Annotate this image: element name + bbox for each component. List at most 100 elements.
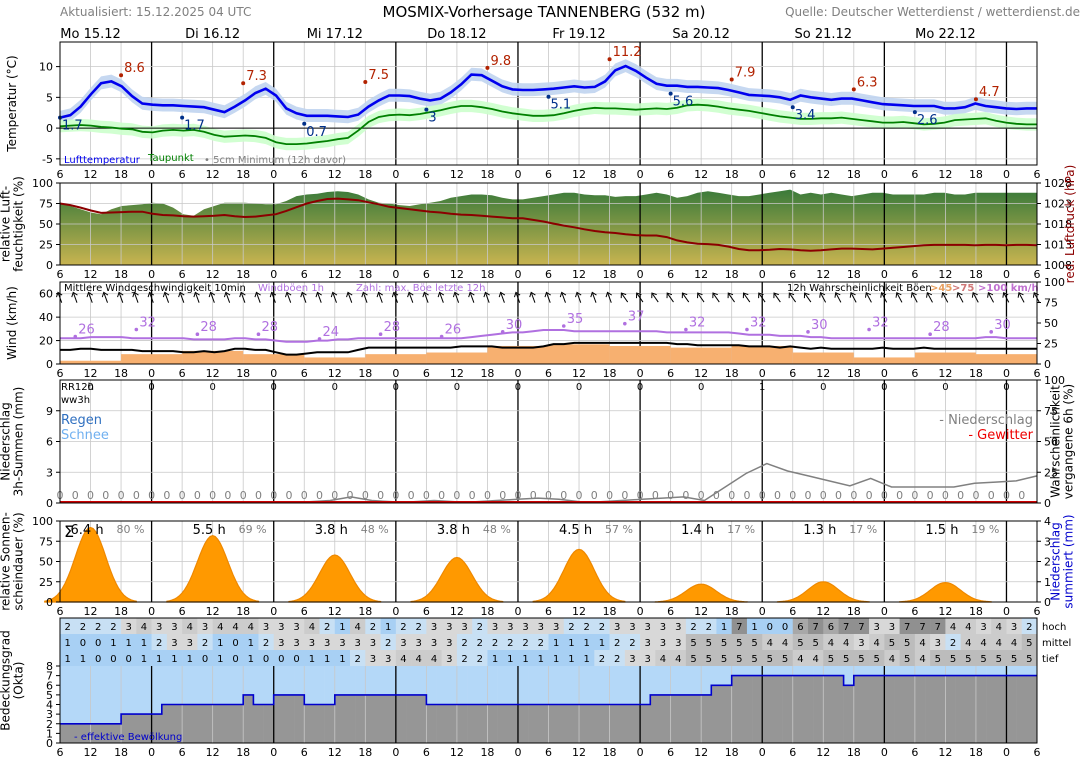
cloud-value: 1 [156, 654, 162, 665]
cloud-cell [380, 618, 397, 634]
arrow-head [483, 291, 490, 298]
y2-tick-label: 25 [1044, 466, 1058, 479]
y-tick-label: 0 [46, 497, 53, 510]
clear-sky-block [568, 666, 580, 705]
hour-tick-label: 0 [637, 746, 644, 759]
clear-sky-block [731, 666, 743, 676]
wind-direction-arrow [666, 292, 674, 303]
effective-cloud-line [60, 674, 1037, 725]
hour-tick-label: 0 [270, 168, 277, 181]
updated-timestamp: Aktualisiert: 15.12.2025 04 UTC [60, 5, 252, 19]
cloud-value: 4 [996, 638, 1002, 649]
cloud-row-label: mittel [1042, 638, 1071, 649]
hour-tick-label: 0 [270, 746, 277, 759]
cloud-value: 3 [446, 654, 452, 665]
max-gust-marker [378, 332, 383, 337]
cloud-cell [548, 634, 565, 650]
arrow-shaft [393, 293, 399, 303]
max-temp-label: 7.3 [246, 69, 267, 84]
cloud-block [874, 675, 885, 743]
min-temp-marker [424, 107, 429, 112]
cloud-value: 5 [721, 638, 727, 649]
cloud-cell [762, 634, 778, 650]
precip-3h-label: 0 [896, 489, 903, 502]
cloud-cell [884, 650, 900, 666]
cloud-value: 1 [492, 654, 498, 665]
clear-sky-block [762, 666, 773, 676]
cloud-value: 4 [950, 622, 956, 633]
cloud-value: 1 [538, 654, 544, 665]
cloud-block [90, 723, 102, 743]
hour-tick-label: 12 [816, 605, 830, 618]
cloud-value: 3 [645, 638, 651, 649]
cloud-value: 3 [522, 622, 528, 633]
cloud-cell [670, 618, 687, 634]
hour-tick-label: 12 [938, 605, 952, 618]
arrow-shaft [561, 293, 566, 303]
precip-3h-label: 0 [133, 489, 140, 502]
cloud-cell [105, 650, 122, 666]
cloud-value: 2 [690, 622, 696, 633]
wind-direction-arrow [178, 291, 185, 303]
cloud-value: 2 [950, 638, 956, 649]
hour-tick-label: 12 [206, 746, 220, 759]
cloud-block [446, 704, 458, 743]
clear-sky-block [1026, 666, 1038, 676]
hour-tick-label: 18 [969, 268, 983, 281]
cloud-block [772, 675, 783, 743]
cloud-value: 3 [874, 622, 880, 633]
cloud-cell [701, 650, 717, 666]
min-temp-label: 3.4 [795, 108, 816, 123]
cloud-block [813, 675, 824, 743]
hour-tick-label: 12 [84, 168, 98, 181]
clear-sky-block [690, 666, 702, 695]
cloud-block [629, 704, 641, 743]
cloud-cell [731, 634, 748, 650]
cloud-cell [640, 634, 656, 650]
cloud-block [975, 675, 987, 743]
hour-tick-label: 6 [57, 168, 64, 181]
hour-tick-label: 0 [759, 605, 766, 618]
precip-3h-label: 0 [866, 489, 873, 502]
axis-title: Wind (km/h) [5, 286, 19, 360]
y-tick-label: -5 [42, 153, 53, 166]
hour-tick-label: 0 [1003, 605, 1010, 618]
hour-tick-label: 0 [759, 746, 766, 759]
max-temp-marker [241, 81, 246, 86]
cloud-block [802, 675, 814, 743]
gust-probability-bar [670, 347, 732, 364]
cloud-block [701, 694, 712, 743]
precip-3h-label: 0 [560, 489, 567, 502]
cloud-cell [319, 650, 336, 666]
arrow-shaft [576, 293, 582, 303]
precip-3h-label: 0 [698, 489, 705, 502]
cloud-value: 2 [80, 622, 86, 633]
hour-tick-label: 6 [423, 168, 430, 181]
cloud-block [579, 704, 590, 743]
hour-tick-label: 12 [328, 605, 342, 618]
precip-3h-label: 0 [240, 489, 247, 502]
y2-tick-label: 4 [1044, 515, 1051, 528]
cloud-value: 3 [187, 638, 193, 649]
snow-label: Schnee [61, 428, 109, 443]
hour-tick-label: 6 [1034, 168, 1041, 181]
cloud-block [100, 723, 112, 743]
rr12h-value: 0 [881, 382, 887, 393]
precip-3h-label: 0 [499, 489, 506, 502]
y-tick-label: 0 [46, 596, 53, 609]
y-tick-label: 100 [32, 515, 53, 528]
hour-tick-label: 6 [545, 168, 552, 181]
arrow-shaft [607, 293, 612, 303]
wind-direction-arrow [620, 292, 629, 303]
hour-tick-label: 6 [1034, 268, 1041, 281]
cloud-value: 4 [660, 654, 666, 665]
hour-tick-label: 6 [911, 168, 918, 181]
arrow-shaft [851, 293, 857, 303]
cloud-value: 0 [110, 654, 116, 665]
hour-tick-label: 6 [57, 268, 64, 281]
hour-tick-label: 12 [572, 746, 586, 759]
arrow-head [544, 291, 551, 298]
hour-tick-label: 12 [572, 168, 586, 181]
cloud-value: 2 [64, 622, 70, 633]
arrow-head [269, 291, 277, 298]
